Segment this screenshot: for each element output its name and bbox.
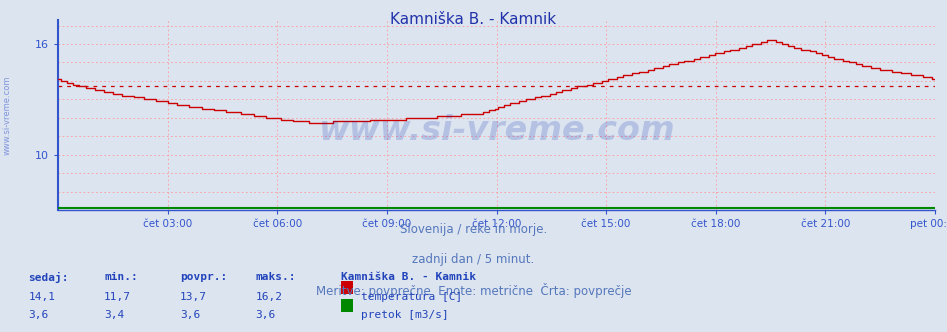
Text: 3,6: 3,6 [28, 310, 48, 320]
Text: 14,1: 14,1 [28, 292, 56, 302]
Text: 11,7: 11,7 [104, 292, 132, 302]
Text: 16,2: 16,2 [256, 292, 283, 302]
Text: 3,4: 3,4 [104, 310, 124, 320]
Text: temperatura [C]: temperatura [C] [361, 292, 462, 302]
Text: www.si-vreme.com: www.si-vreme.com [318, 114, 675, 147]
Text: 13,7: 13,7 [180, 292, 207, 302]
Text: Slovenija / reke in morje.: Slovenija / reke in morje. [400, 223, 547, 236]
Text: 3,6: 3,6 [256, 310, 276, 320]
Text: min.:: min.: [104, 272, 138, 282]
Text: povpr.:: povpr.: [180, 272, 227, 282]
Text: Kamniška B. - Kamnik: Kamniška B. - Kamnik [341, 272, 476, 282]
Text: maks.:: maks.: [256, 272, 296, 282]
Text: Kamniška B. - Kamnik: Kamniška B. - Kamnik [390, 12, 557, 27]
Text: zadnji dan / 5 minut.: zadnji dan / 5 minut. [412, 253, 535, 266]
Text: 3,6: 3,6 [180, 310, 200, 320]
Text: Meritve: povprečne  Enote: metrične  Črta: povprečje: Meritve: povprečne Enote: metrične Črta:… [315, 283, 632, 298]
Text: www.si-vreme.com: www.si-vreme.com [3, 75, 12, 155]
Text: sedaj:: sedaj: [28, 272, 69, 283]
Text: pretok [m3/s]: pretok [m3/s] [361, 310, 449, 320]
